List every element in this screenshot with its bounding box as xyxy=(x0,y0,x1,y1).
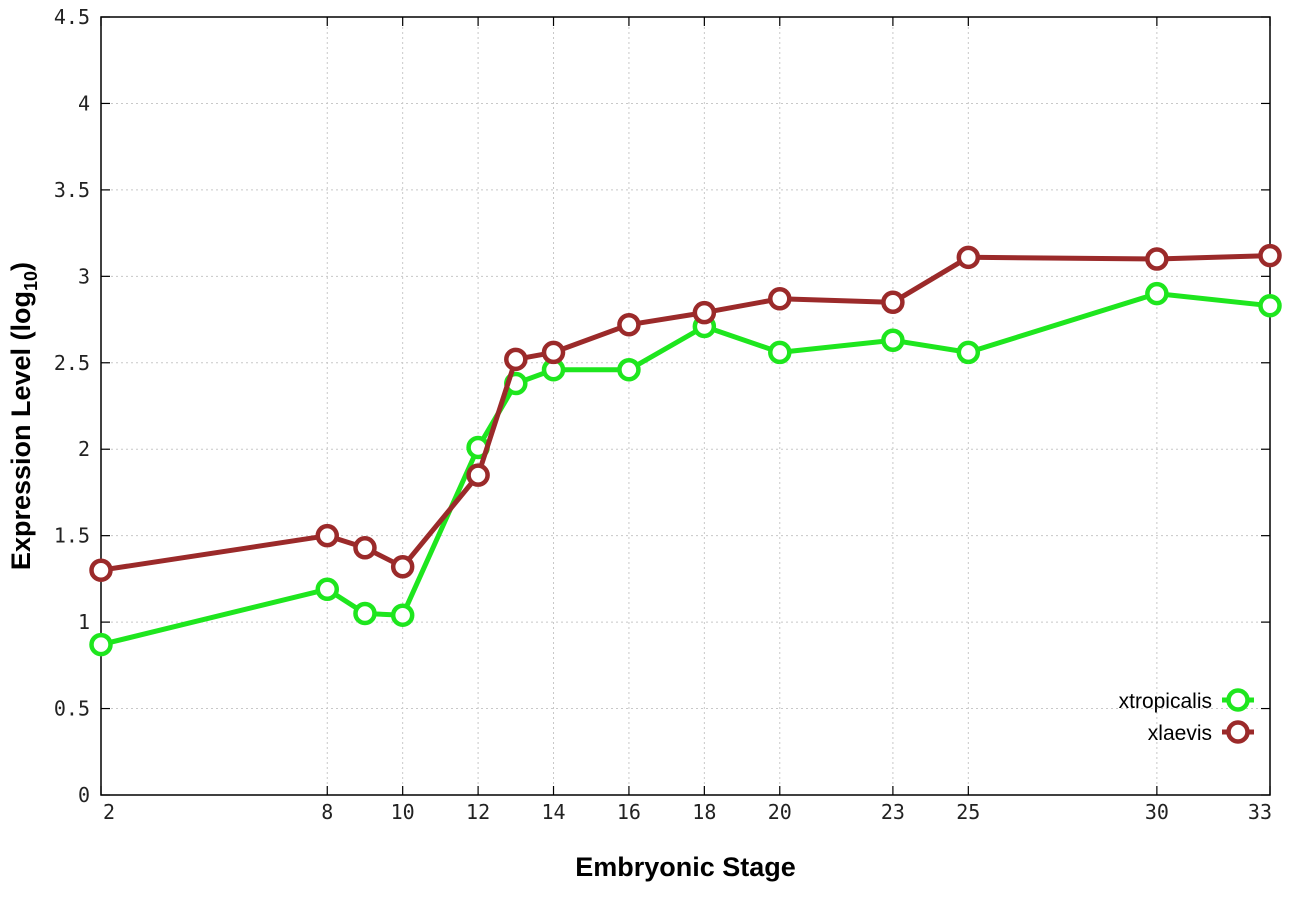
data-point-xlaevis xyxy=(541,340,566,365)
y-tick-label: 1 xyxy=(78,610,90,634)
data-point-xlaevis xyxy=(617,312,641,337)
data-point-xlaevis xyxy=(1258,243,1282,268)
data-point-xlaevis xyxy=(504,347,528,372)
data-point-xtropicalis xyxy=(353,601,377,626)
x-tick-label: 33 xyxy=(1248,800,1272,824)
legend: xtropicalis xlaevis xyxy=(1119,688,1254,745)
series-line-xlaevis xyxy=(100,253,1271,573)
data-point-xlaevis xyxy=(315,523,340,548)
data-point-xlaevis xyxy=(89,558,113,582)
x-tick-label: 18 xyxy=(692,800,716,824)
data-point-xlaevis xyxy=(956,245,981,270)
data-point-xtropicalis xyxy=(1145,281,1169,306)
legend-swatch-marker xyxy=(1226,720,1250,744)
x-tick-label: 16 xyxy=(617,800,641,824)
y-axis-title-close: ) xyxy=(6,262,36,271)
legend-label-xtropicalis: xtropicalis xyxy=(1119,690,1212,713)
y-tick-label: 1.5 xyxy=(54,524,90,548)
y-tick-label: 2 xyxy=(78,437,90,461)
y-tick-label: 4.5 xyxy=(54,5,90,29)
data-point-xlaevis xyxy=(692,300,717,325)
y-tick-label: 3 xyxy=(78,264,90,288)
data-point-xtropicalis xyxy=(768,340,792,365)
axis-ticks: 0 0.5 1 1.5 2 2.5 3 3.5 4 4.5 2 8 10 12 14 16 18 20 23 25 30… xyxy=(54,5,1272,824)
data-point-xlaevis xyxy=(768,287,792,311)
data-point-xlaevis xyxy=(390,555,415,579)
y-tick-label: 4 xyxy=(78,91,90,115)
y-axis-title-subscript: 10 xyxy=(21,271,41,291)
data-point-xtropicalis xyxy=(390,603,415,627)
x-tick-label: 12 xyxy=(466,800,490,824)
data-point-xlaevis xyxy=(466,463,490,487)
grid-lines xyxy=(101,17,1270,795)
data-point-xtropicalis xyxy=(617,357,641,382)
y-tick-label: 2.5 xyxy=(54,351,90,375)
x-tick-label: 30 xyxy=(1145,800,1169,824)
series-line-xtropicalis xyxy=(100,291,1271,648)
x-tick-label: 20 xyxy=(768,800,792,824)
x-tick-label: 8 xyxy=(321,800,333,824)
legend-label-xlaevis: xlaevis xyxy=(1148,722,1212,745)
data-point-xtropicalis xyxy=(89,632,113,657)
y-tick-label: 0.5 xyxy=(54,697,90,721)
data-point-xlaevis xyxy=(353,536,377,560)
y-axis-title: Expression Level (log10) xyxy=(6,262,41,570)
y-tick-label: 0 xyxy=(78,783,90,807)
data-point-xlaevis xyxy=(881,290,905,315)
data-point-xtropicalis xyxy=(315,577,340,602)
legend-swatch-marker xyxy=(1226,688,1250,712)
series-lines xyxy=(89,243,1282,657)
data-point-xlaevis xyxy=(1145,247,1169,271)
x-tick-label: 2 xyxy=(103,800,115,824)
x-tick-label: 10 xyxy=(391,800,415,824)
x-tick-label: 23 xyxy=(881,800,905,824)
x-tick-label: 25 xyxy=(956,800,980,824)
y-tick-label: 3.5 xyxy=(54,178,90,202)
data-point-xtropicalis xyxy=(1258,293,1282,318)
plot-frame xyxy=(100,16,1271,796)
data-point-xtropicalis xyxy=(881,328,905,353)
x-tick-label: 14 xyxy=(541,800,565,824)
data-point-xtropicalis xyxy=(956,340,981,365)
x-axis-title: Embryonic Stage xyxy=(575,852,796,882)
y-axis-title-main: Expression Level (log xyxy=(6,291,36,570)
